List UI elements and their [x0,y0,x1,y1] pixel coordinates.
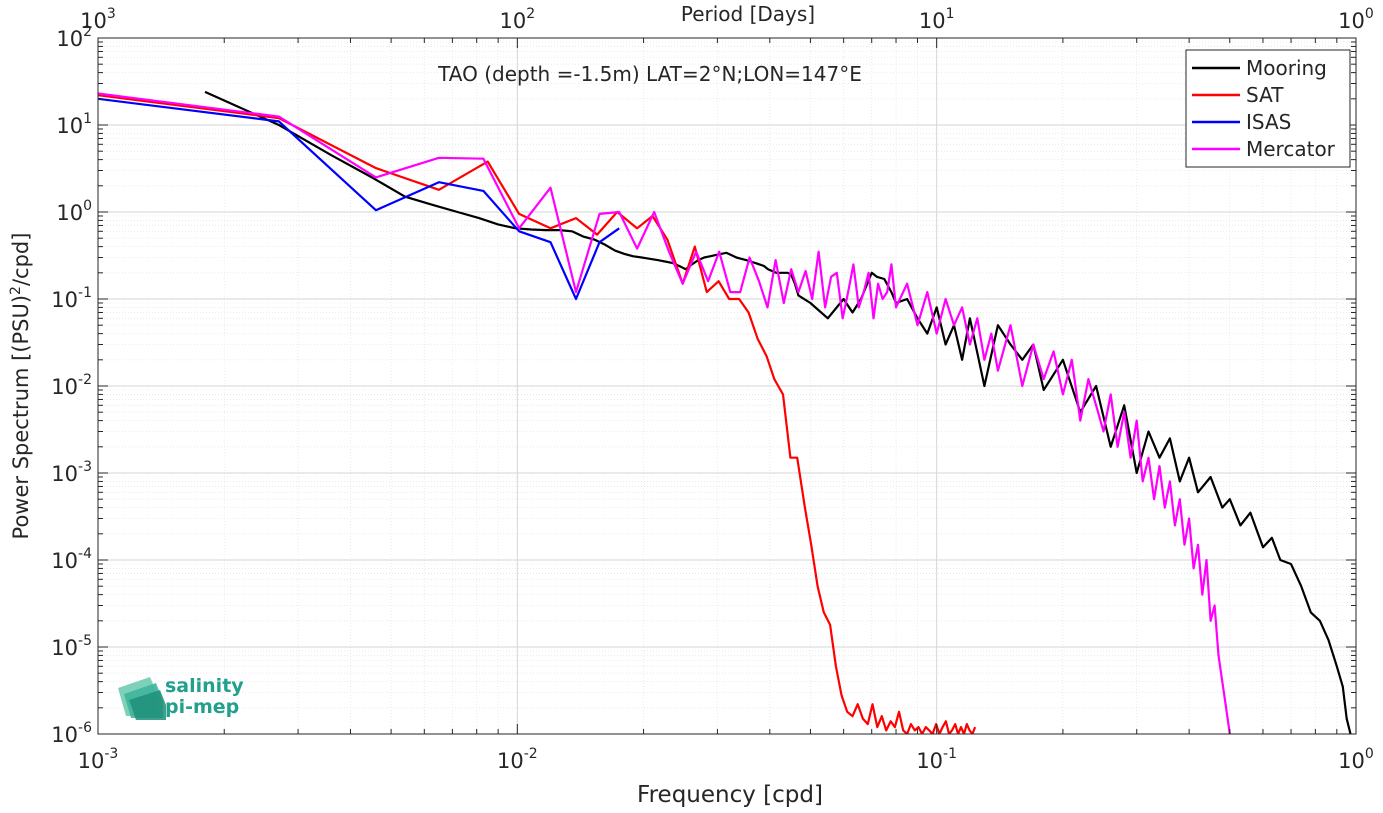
y-tick-label: 10-5 [51,633,92,660]
x-tick-label: 10-2 [497,746,538,773]
y-axis-label-exp: 2 [8,286,24,295]
y-axis-label: Power Spectrum [(PSU)2/cpd] [8,233,33,540]
x-tick-label: 10-1 [916,746,957,773]
x-tick-label: 10-3 [78,746,119,773]
top-tick-label: 102 [500,6,536,33]
series-line-sat [98,94,977,734]
y-tick-label: 10-6 [51,720,92,747]
legend: Mooring SAT ISAS Mercator [1185,49,1351,168]
y-tick-label: 100 [56,198,92,225]
x-axis-label: Frequency [cpd] [637,782,823,808]
legend-label-mooring: Mooring [1246,56,1327,80]
y-tick-label: 10-1 [51,285,92,312]
chart-title: TAO (depth =-1.5m) LAT=2°N;LON=147°E [437,62,862,86]
grid [97,38,1356,735]
legend-box [1185,49,1351,168]
series-line-isas [98,97,620,301]
top-tick-label: 100 [1338,6,1374,33]
logo-text-pimep: pi-mep [165,696,239,718]
y-tick-label: 10-3 [51,459,92,486]
salinity-pimep-logo: salinity pi-mep [118,675,244,720]
series-line-mooring [204,90,1352,734]
series-line-mercator [98,92,1231,734]
legend-label-isas: ISAS [1246,110,1291,134]
top-tick-label: 101 [919,6,955,33]
y-tick-label: 101 [56,111,92,138]
top-tick-label: 103 [80,6,116,33]
logo-icon [118,677,166,720]
top-axis-label: Period [Days] [681,2,815,26]
plot-lines [98,90,1352,734]
legend-label-mercator: Mercator [1246,137,1336,161]
y-tick-label: 10-4 [51,546,92,573]
y-tick-label: 10-2 [51,372,92,399]
legend-label-sat: SAT [1246,83,1284,107]
x-tick-label: 100 [1338,746,1374,773]
y-tick-label: 102 [56,24,92,51]
logo-text-salinity: salinity [165,675,244,697]
